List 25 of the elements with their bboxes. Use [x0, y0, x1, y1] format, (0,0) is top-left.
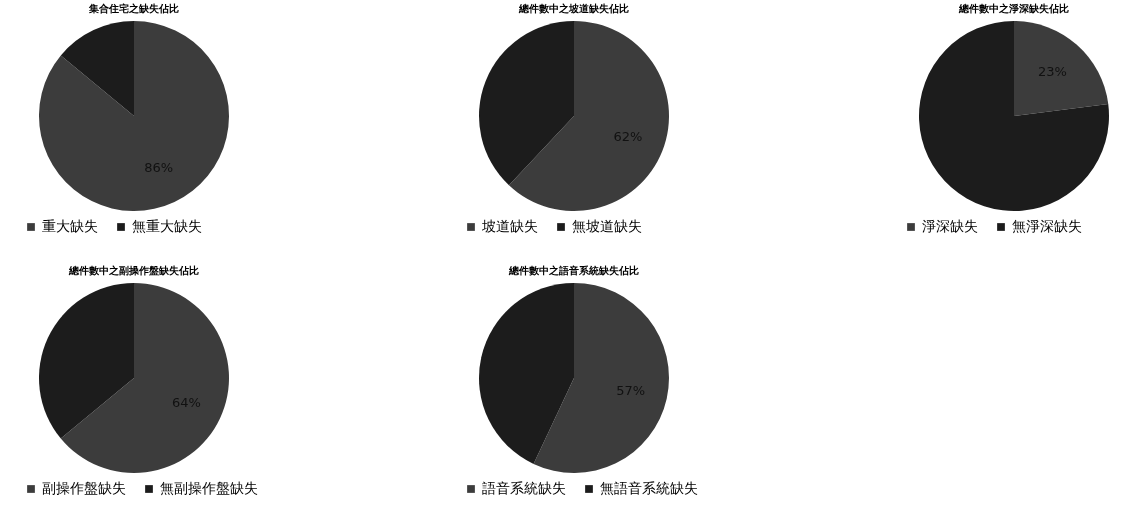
pie-slice — [533, 283, 669, 473]
legend-label: 無副操作盤缺失 — [160, 480, 258, 496]
chart-title: 總件數中之淨深缺失佔比 — [958, 3, 1069, 14]
pie-slice — [508, 21, 669, 211]
pie-slice — [919, 21, 1109, 211]
legend-label: 無重大缺失 — [132, 218, 202, 234]
chart-title: 總件數中之坡道缺失佔比 — [518, 3, 629, 14]
pie-slice — [1014, 21, 1109, 116]
chart-title: 總件數中之語音系統缺失佔比 — [508, 265, 639, 276]
pie-slice — [479, 21, 574, 186]
legend-label: 淨深缺失 — [922, 218, 978, 234]
pie-slice — [479, 283, 574, 464]
pie-slice — [60, 21, 134, 116]
legend-label: 坡道缺失 — [481, 218, 538, 234]
legend-label: 無淨深缺失 — [1012, 218, 1082, 234]
chart-title: 集合住宅之缺失佔比 — [88, 3, 179, 14]
legend-label: 無語音系統缺失 — [600, 480, 698, 496]
legend-label: 語音系統缺失 — [482, 480, 566, 496]
legend-label: 重大缺失 — [42, 218, 98, 234]
legend-label: 副操作盤缺失 — [42, 480, 126, 496]
pie-slice — [39, 21, 229, 211]
pie-slice — [60, 283, 229, 473]
legend-label: 無坡道缺失 — [572, 218, 642, 234]
pie-slice — [39, 283, 134, 439]
chart-title: 總件數中之副操作盤缺失佔比 — [68, 265, 199, 276]
